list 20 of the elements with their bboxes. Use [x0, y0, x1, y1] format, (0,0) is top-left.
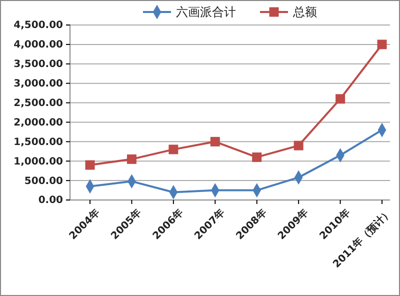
y-tick-label: 2,500.00 — [14, 98, 64, 109]
point — [85, 160, 95, 170]
point — [336, 94, 346, 104]
y-tick-label: 4,000.00 — [14, 40, 64, 51]
y-tick-label: 500.00 — [24, 176, 64, 187]
point — [252, 152, 262, 162]
y-tick-label: 1,000.00 — [14, 156, 64, 168]
point — [377, 40, 387, 50]
y-tick-label: 3,500.00 — [14, 59, 64, 70]
y-tick-label: 0.00 — [38, 195, 64, 206]
point — [210, 136, 220, 146]
y-tick-label: 2,000.00 — [14, 117, 64, 128]
point — [294, 140, 304, 150]
y-tick-label: 3,000.00 — [14, 78, 64, 90]
y-tick-label: 1,500.00 — [14, 136, 64, 148]
legend-label: 六画派合计 — [176, 5, 236, 19]
legend-label: 总额 — [292, 5, 317, 19]
y-tick-label: 4,500.00 — [14, 20, 64, 32]
point — [126, 154, 136, 164]
point — [168, 144, 178, 154]
